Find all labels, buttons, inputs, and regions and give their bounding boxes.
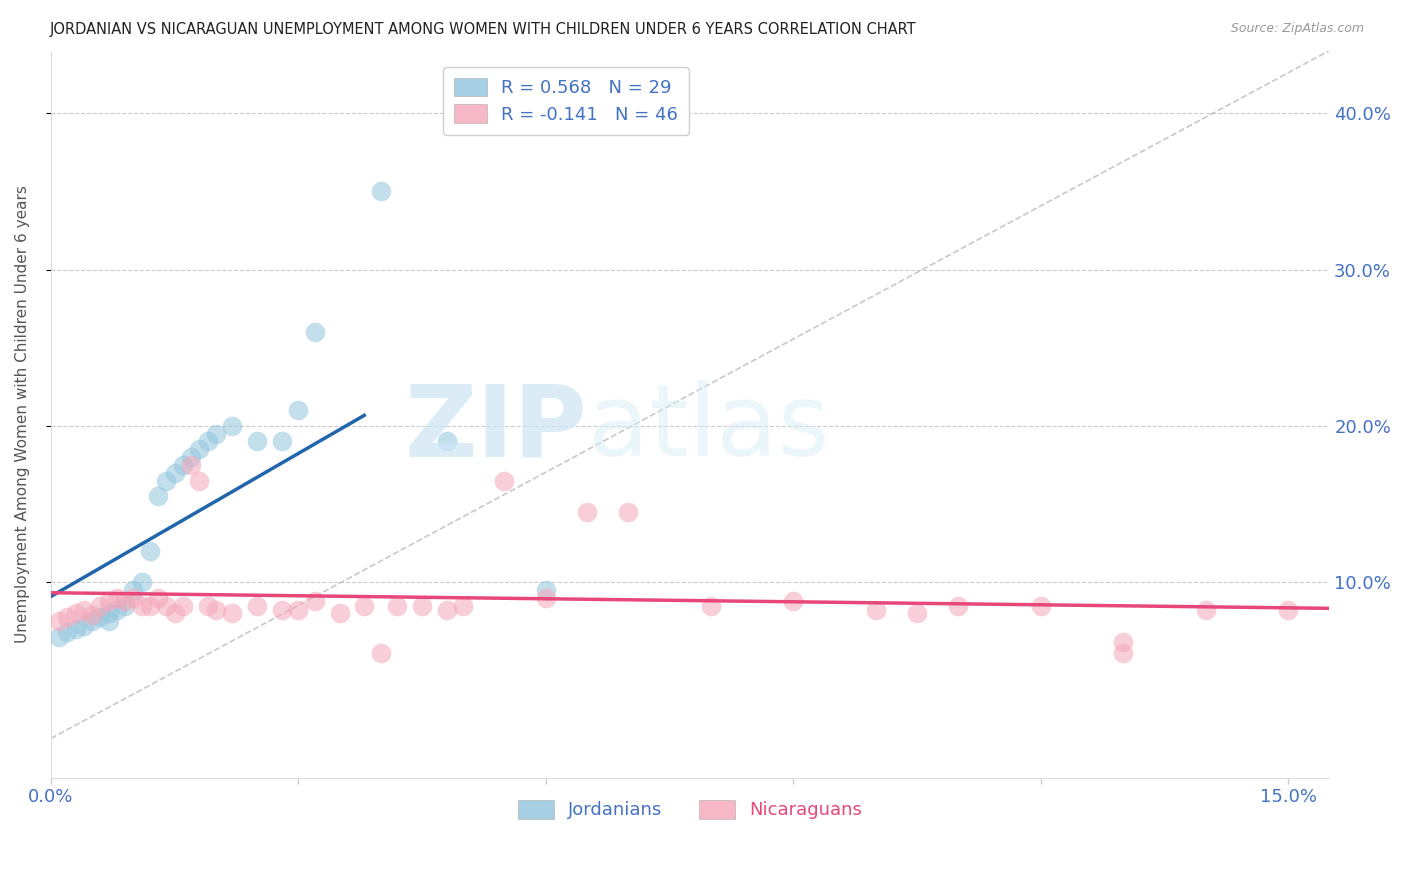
Point: [139, 544, 162, 558]
Point: [204, 426, 226, 441]
Point: [197, 599, 219, 613]
Point: [436, 434, 458, 449]
Point: [56, 625, 79, 640]
Point: [65, 607, 87, 621]
Point: [246, 434, 269, 449]
Point: [1277, 603, 1299, 617]
Point: [411, 599, 433, 613]
Point: [221, 418, 243, 433]
Point: [451, 599, 474, 613]
Text: ZIP: ZIP: [405, 380, 588, 477]
Point: [73, 619, 96, 633]
Legend: Jordanians, Nicaraguans: Jordanians, Nicaraguans: [510, 793, 869, 827]
Point: [204, 603, 226, 617]
Point: [494, 474, 516, 488]
Point: [180, 458, 202, 472]
Point: [188, 442, 211, 457]
Point: [534, 582, 557, 597]
Point: [163, 607, 186, 621]
Point: [304, 594, 326, 608]
Point: [114, 599, 136, 613]
Point: [699, 599, 721, 613]
Point: [89, 609, 111, 624]
Point: [905, 607, 928, 621]
Point: [73, 603, 96, 617]
Point: [114, 594, 136, 608]
Point: [80, 607, 103, 622]
Point: [617, 505, 640, 519]
Text: atlas: atlas: [588, 380, 830, 477]
Point: [97, 614, 120, 628]
Point: [155, 599, 177, 613]
Point: [105, 603, 128, 617]
Point: [188, 474, 211, 488]
Point: [56, 609, 79, 624]
Point: [246, 599, 269, 613]
Point: [370, 646, 392, 660]
Point: [328, 607, 350, 621]
Point: [146, 591, 169, 605]
Point: [387, 599, 409, 613]
Point: [180, 450, 202, 464]
Point: [221, 607, 243, 621]
Point: [1194, 603, 1216, 617]
Point: [97, 607, 120, 621]
Point: [270, 603, 292, 617]
Point: [436, 603, 458, 617]
Y-axis label: Unemployment Among Women with Children Under 6 years: Unemployment Among Women with Children U…: [15, 186, 30, 643]
Point: [865, 603, 887, 617]
Point: [353, 599, 375, 613]
Point: [97, 594, 120, 608]
Point: [105, 591, 128, 605]
Point: [139, 599, 162, 613]
Point: [1112, 646, 1135, 660]
Point: [197, 434, 219, 449]
Point: [304, 325, 326, 339]
Point: [575, 505, 598, 519]
Point: [1029, 599, 1052, 613]
Point: [131, 575, 153, 590]
Point: [65, 622, 87, 636]
Text: Source: ZipAtlas.com: Source: ZipAtlas.com: [1230, 22, 1364, 36]
Point: [155, 474, 177, 488]
Point: [122, 582, 145, 597]
Point: [163, 466, 186, 480]
Text: JORDANIAN VS NICARAGUAN UNEMPLOYMENT AMONG WOMEN WITH CHILDREN UNDER 6 YEARS COR: JORDANIAN VS NICARAGUAN UNEMPLOYMENT AMO…: [49, 22, 915, 37]
Point: [287, 403, 309, 417]
Point: [80, 614, 103, 628]
Point: [782, 594, 804, 608]
Point: [1112, 634, 1135, 648]
Point: [370, 185, 392, 199]
Point: [946, 599, 969, 613]
Point: [534, 591, 557, 605]
Point: [287, 603, 309, 617]
Point: [48, 630, 70, 644]
Point: [131, 599, 153, 613]
Point: [172, 599, 194, 613]
Point: [146, 489, 169, 503]
Point: [270, 434, 292, 449]
Point: [89, 599, 111, 613]
Point: [122, 591, 145, 605]
Point: [48, 614, 70, 628]
Point: [172, 458, 194, 472]
